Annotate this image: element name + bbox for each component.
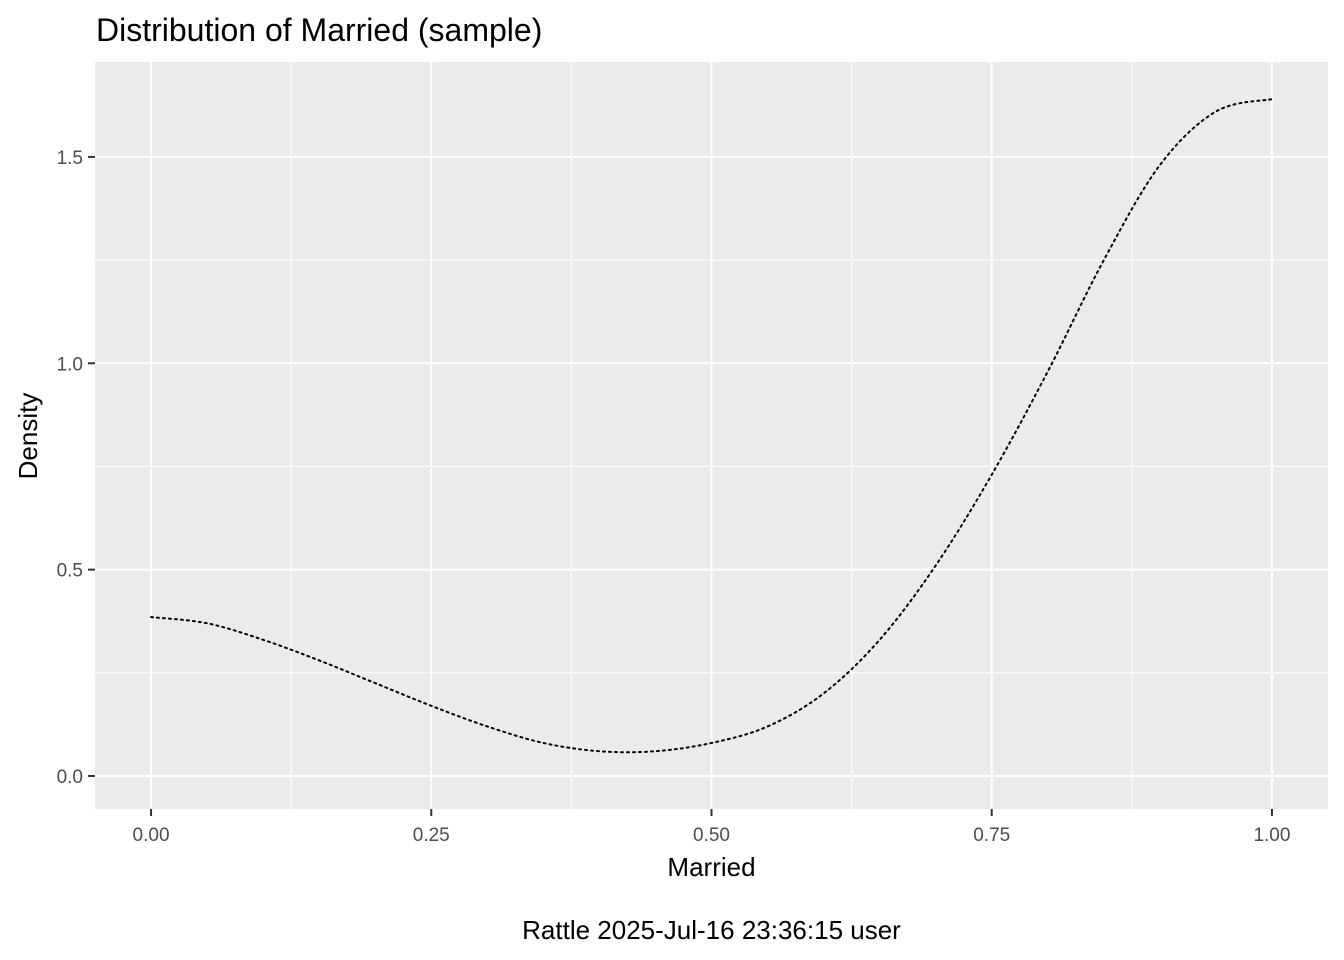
x-tick-label: 0.25 (413, 825, 450, 846)
chart-caption: Rattle 2025-Jul-16 23:36:15 user (522, 915, 901, 945)
y-axis-title: Density (13, 393, 43, 480)
chart-title: Distribution of Married (sample) (96, 12, 542, 48)
x-axis-ticks: 0.00 0.25 0.50 0.75 1.00 (133, 809, 1290, 846)
x-axis-title: Married (667, 852, 755, 882)
y-tick-label: 1.0 (57, 354, 83, 375)
y-tick-label: 0.0 (57, 767, 83, 788)
x-tick-label: 0.00 (133, 825, 170, 846)
series-layer (150, 98, 1273, 754)
density-curve (150, 98, 1273, 754)
x-tick-label: 0.50 (693, 825, 730, 846)
y-axis-ticks: 0.0 0.5 1.0 1.5 (57, 148, 95, 788)
y-tick-label: 0.5 (57, 561, 83, 582)
y-tick-label: 1.5 (57, 148, 83, 169)
major-gridlines (95, 62, 1328, 809)
x-tick-label: 1.00 (1253, 825, 1290, 846)
x-tick-label: 0.75 (973, 825, 1010, 846)
